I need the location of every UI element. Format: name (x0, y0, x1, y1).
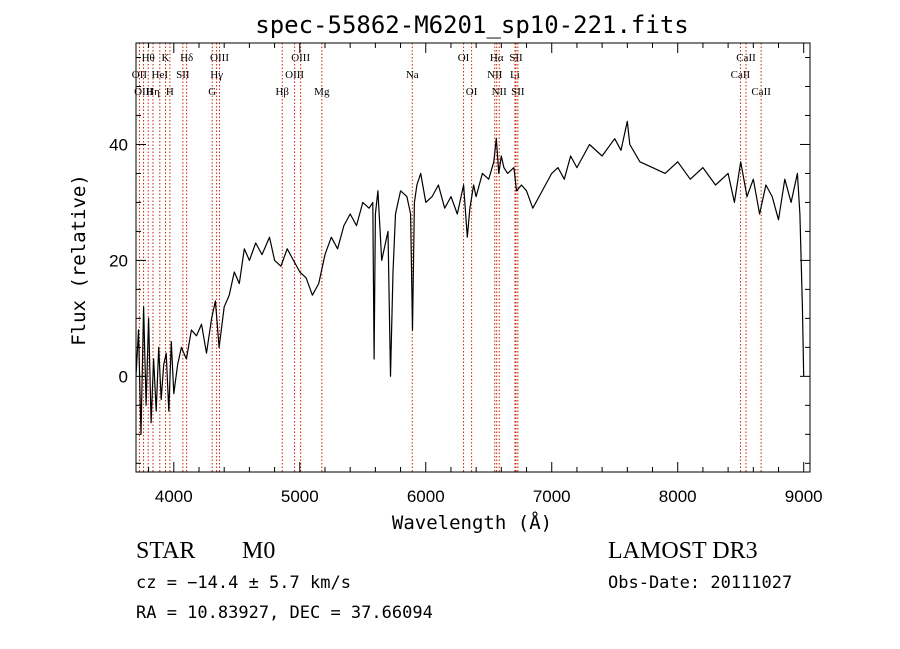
marker-label-10: Hγ (210, 69, 223, 81)
marker-label-25: CaII (736, 52, 756, 64)
chart-title: spec-55862-M6201_sp10-221.fits (255, 11, 688, 39)
marker-label-22: Li (510, 69, 520, 81)
marker-label-24: SII (511, 86, 525, 98)
survey-name: LAMOST DR3 (608, 538, 758, 564)
marker-label-2: OIII (134, 86, 153, 98)
x-tick-label-9000: 9000 (785, 487, 823, 506)
marker-label-5: Hη (146, 86, 160, 98)
y-tick-label-0: 0 (119, 367, 128, 386)
plot-frame (135, 42, 811, 473)
marker-label-6: Hδ (180, 52, 193, 64)
marker-label-8: H (166, 86, 174, 98)
marker-label-12: OIII (291, 52, 310, 64)
marker-label-1: OII (132, 69, 148, 81)
marker-label-16: Na (406, 69, 419, 81)
x-tick-label-4000: 4000 (155, 487, 193, 506)
spectrum-series-line (135, 120, 805, 435)
marker-label-21: NII (487, 69, 503, 81)
observation-date: Obs-Date: 20111027 (608, 573, 793, 593)
spectral-line-markers (138, 43, 762, 472)
marker-label-7: SII (176, 69, 190, 81)
x-tick-label-6000: 6000 (407, 487, 445, 506)
marker-label-26: CaII (731, 69, 751, 81)
object-subclass: M0 (242, 538, 276, 564)
redshift-cz: cz = −14.4 ± 5.7 km/s (136, 573, 351, 593)
marker-label-9: OIII (210, 52, 229, 64)
marker-label-0: Hθ (142, 52, 155, 64)
x-axis-tick-labels: 4000 5000 6000 7000 8000 9000 (155, 487, 823, 506)
coordinates: RA = 10.83927, DEC = 37.66094 (136, 603, 433, 623)
marker-label-19: Hα (490, 52, 504, 64)
marker-label-23: NII (492, 86, 508, 98)
x-axis-label: Wavelength (Å) (392, 511, 552, 534)
marker-label-17: OI (458, 52, 470, 64)
object-class: STAR (136, 538, 196, 564)
y-axis-label: Flux (relative) (68, 174, 90, 346)
marker-label-4: HeI (152, 69, 169, 81)
marker-label-20: SII (509, 52, 523, 64)
x-tick-label-7000: 7000 (533, 487, 571, 506)
x-axis-ticks (148, 43, 805, 472)
marker-label-18: OI (466, 86, 478, 98)
marker-label-15: Mg (314, 86, 330, 98)
marker-label-27: CaII (751, 86, 771, 98)
y-tick-label-40: 40 (109, 135, 128, 154)
marker-label-13: OIII (285, 69, 304, 81)
marker-label-14: Hβ (275, 86, 289, 98)
marker-label-3: K (162, 52, 170, 64)
y-axis-ticks (136, 56, 810, 464)
x-tick-label-5000: 5000 (281, 487, 319, 506)
x-tick-label-8000: 8000 (659, 487, 697, 506)
y-tick-label-20: 20 (109, 251, 128, 270)
y-axis-tick-labels: 0 20 40 (109, 135, 128, 386)
marker-label-11: G (208, 86, 216, 98)
